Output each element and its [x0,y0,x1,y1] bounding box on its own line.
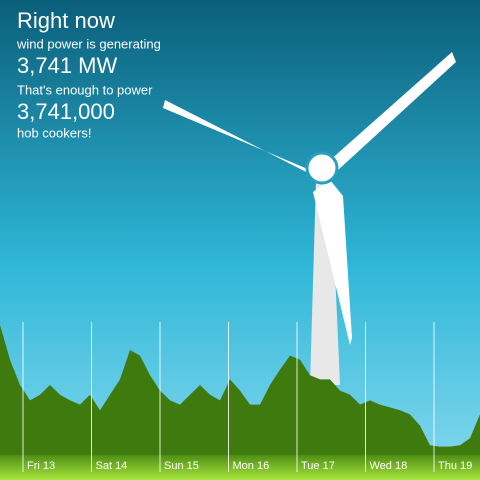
caption: That's enough to power [17,82,153,97]
chart [0,324,480,455]
day-label: Sat 14 [96,460,128,472]
turbine [163,52,456,385]
day-label: Wed 18 [370,460,408,472]
day-label: Fri 13 [27,460,55,472]
day-label: Sun 15 [164,460,199,472]
count: 3,741,000 [17,99,115,124]
ground-strip [0,455,480,480]
area [0,324,480,455]
power: 3,741 MW [17,53,117,78]
day-label: Thu 19 [438,460,472,472]
caption: wind power is generating [16,36,161,51]
caption: hob cookers! [17,125,91,140]
day-label: Tue 17 [301,460,335,472]
day-label: Mon 16 [233,460,270,472]
title: Right now [17,8,115,33]
day-axis: Fri 13 Sat 14 Sun 15 Mon 16 Tue 17 Wed 18 Thu … [22,322,472,472]
